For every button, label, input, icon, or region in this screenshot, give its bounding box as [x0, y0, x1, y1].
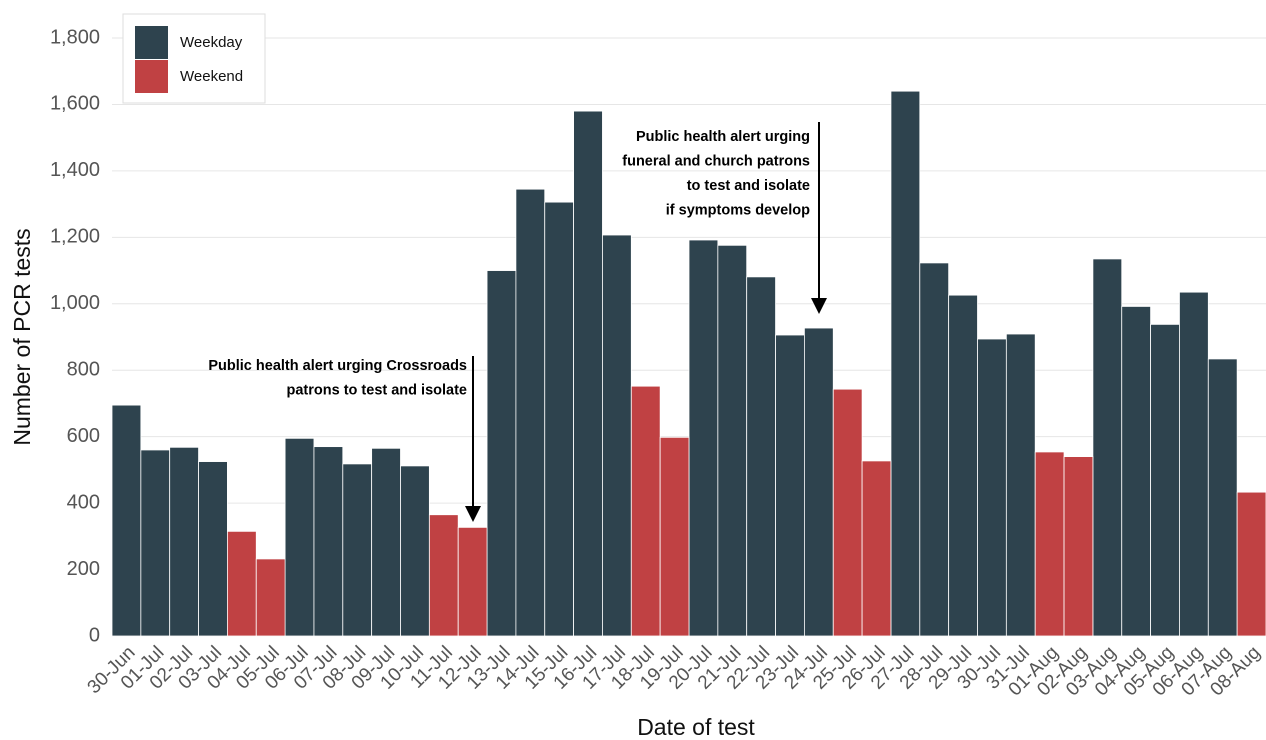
y-tick-label: 0	[89, 624, 100, 646]
bar	[832, 388, 863, 637]
bar	[371, 447, 401, 637]
bar	[313, 446, 344, 637]
annotation-text: patrons to test and isolate	[287, 382, 467, 398]
bar	[284, 437, 315, 637]
bar	[602, 234, 632, 637]
y-tick-label: 1,200	[50, 226, 100, 248]
bar	[428, 514, 459, 637]
bar	[1121, 306, 1152, 637]
bar	[977, 338, 1007, 637]
bar	[919, 262, 950, 637]
bar	[400, 465, 430, 637]
bar	[717, 244, 748, 637]
bar	[226, 530, 257, 637]
legend-label: Weekend	[180, 68, 243, 85]
bar	[573, 110, 603, 637]
bar	[861, 460, 892, 637]
y-tick-label: 1,000	[50, 292, 100, 314]
bar	[255, 558, 286, 637]
bar	[630, 385, 661, 637]
y-tick-label: 1,400	[50, 159, 100, 181]
bar	[198, 461, 228, 637]
legend-swatch	[135, 60, 168, 93]
y-tick-label: 400	[67, 491, 100, 513]
bar	[1207, 358, 1238, 637]
bar	[1063, 456, 1094, 637]
bar	[515, 188, 546, 637]
bar	[775, 334, 805, 637]
bar	[1150, 323, 1180, 637]
x-axis-title: Date of test	[637, 714, 755, 740]
bar	[746, 276, 776, 637]
annotation-text: Public health alert urging Crossroads	[208, 358, 467, 374]
bar	[169, 446, 199, 637]
y-tick-label: 600	[67, 425, 100, 447]
bar	[457, 526, 488, 637]
bar	[1034, 451, 1065, 637]
annotation-text: to test and isolate	[687, 178, 810, 194]
bar	[659, 436, 690, 637]
bar	[140, 449, 171, 637]
bar	[342, 463, 373, 637]
bar	[1236, 491, 1266, 637]
y-tick-label: 200	[67, 558, 100, 580]
annotation-arrowhead	[811, 298, 827, 314]
bar	[1179, 291, 1209, 637]
bar	[111, 404, 142, 637]
annotation-arrowhead	[465, 506, 481, 522]
legend-swatch	[135, 26, 168, 59]
annotation-text: funeral and church patrons	[622, 153, 810, 169]
bar	[890, 90, 921, 637]
bar	[1092, 258, 1123, 637]
bar	[544, 201, 575, 637]
legend-label: Weekday	[180, 34, 243, 51]
annotation-text: if symptoms develop	[666, 202, 810, 218]
bar	[804, 327, 834, 637]
annotation-text: Public health alert urging	[636, 129, 810, 145]
y-tick-label: 800	[67, 359, 100, 381]
y-axis-title: Number of PCR tests	[9, 228, 35, 445]
bar	[688, 239, 719, 637]
bar	[1005, 333, 1036, 637]
bar	[486, 270, 517, 637]
y-tick-label: 1,600	[50, 93, 100, 115]
y-tick-label: 1,800	[50, 26, 100, 48]
bar	[948, 294, 978, 637]
